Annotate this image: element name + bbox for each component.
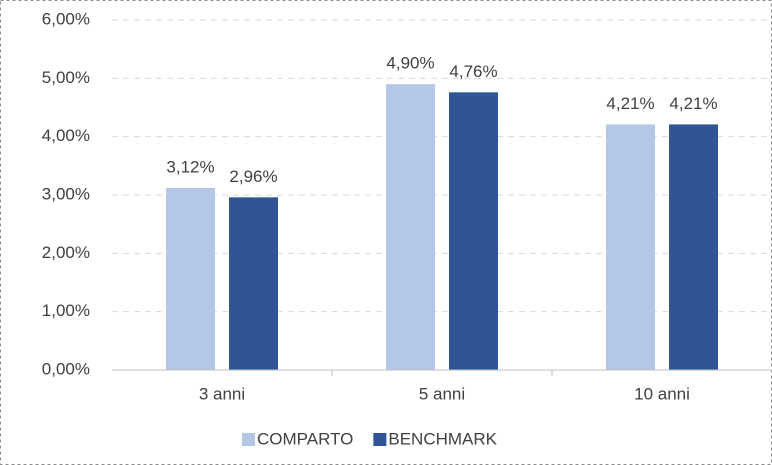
value-label: 4,90%: [386, 54, 434, 73]
y-tick-label: 3,00%: [42, 184, 90, 203]
y-tick-label: 0,00%: [42, 359, 90, 378]
y-tick-label: 5,00%: [42, 68, 90, 87]
bar: [606, 124, 655, 371]
bar: [449, 92, 498, 370]
legend-swatch: [373, 433, 387, 446]
y-tick-label: 4,00%: [42, 126, 90, 145]
y-tick-label: 6,00%: [42, 9, 90, 28]
x-tick-label: 10 anni: [634, 384, 690, 403]
bar: [229, 197, 278, 370]
value-label: 4,76%: [449, 62, 497, 81]
value-label: 4,21%: [606, 94, 654, 113]
legend-label: COMPARTO: [257, 429, 353, 448]
bar: [669, 124, 718, 371]
value-label: 4,21%: [669, 94, 717, 113]
value-label: 3,12%: [166, 157, 214, 176]
bar: [166, 188, 215, 370]
x-tick-label: 5 anni: [419, 384, 465, 403]
value-label: 2,96%: [229, 167, 277, 186]
legend-label: BENCHMARK: [388, 429, 497, 448]
y-tick-label: 2,00%: [42, 243, 90, 262]
y-tick-label: 1,00%: [42, 301, 90, 320]
bar: [386, 84, 435, 371]
x-tick-label: 3 anni: [199, 384, 245, 403]
legend-swatch: [242, 433, 255, 446]
